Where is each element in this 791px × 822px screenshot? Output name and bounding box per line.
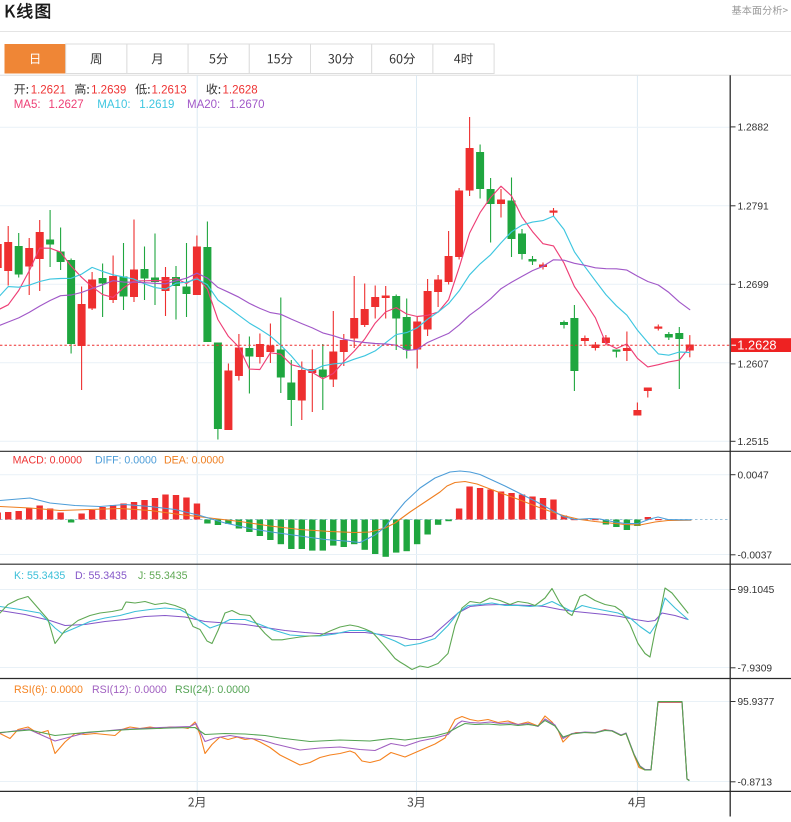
svg-text:MACD: 0.0000: MACD: 0.0000 bbox=[13, 454, 83, 466]
svg-text:1.2670: 1.2670 bbox=[229, 99, 264, 111]
svg-text:1.2882: 1.2882 bbox=[738, 123, 769, 134]
svg-text:RSI(6): 0.0000: RSI(6): 0.0000 bbox=[14, 684, 83, 696]
svg-text:D: 55.3435: D: 55.3435 bbox=[75, 570, 127, 582]
svg-text:K: 55.3435: K: 55.3435 bbox=[14, 570, 65, 582]
svg-text:-0.0037: -0.0037 bbox=[738, 550, 773, 561]
svg-text:1.2515: 1.2515 bbox=[738, 437, 769, 448]
svg-text:99.1045: 99.1045 bbox=[738, 585, 775, 596]
svg-text:1.2628: 1.2628 bbox=[737, 338, 776, 353]
svg-text:1.2791: 1.2791 bbox=[738, 201, 769, 212]
svg-text:J: 55.3435: J: 55.3435 bbox=[138, 570, 188, 582]
svg-text:MA5:: MA5: bbox=[14, 99, 41, 111]
svg-text:1.2627: 1.2627 bbox=[49, 99, 84, 111]
svg-text:1.2607: 1.2607 bbox=[738, 360, 769, 371]
svg-text:1.2621: 1.2621 bbox=[31, 85, 66, 97]
svg-text:-0.8713: -0.8713 bbox=[738, 777, 773, 788]
svg-text:MA10:: MA10: bbox=[97, 99, 130, 111]
svg-text:95.9377: 95.9377 bbox=[738, 697, 775, 708]
svg-text:1.2639: 1.2639 bbox=[91, 85, 126, 97]
svg-text:1.2628: 1.2628 bbox=[223, 85, 258, 97]
svg-text:RSI(12): 0.0000: RSI(12): 0.0000 bbox=[92, 684, 167, 696]
svg-text:DEA: 0.0000: DEA: 0.0000 bbox=[164, 454, 224, 466]
svg-text:MA20:: MA20: bbox=[187, 99, 220, 111]
svg-text:-7.9309: -7.9309 bbox=[738, 663, 773, 674]
svg-text:1.2619: 1.2619 bbox=[139, 99, 174, 111]
svg-text:1.2613: 1.2613 bbox=[152, 85, 187, 97]
svg-text:0.0047: 0.0047 bbox=[738, 470, 769, 481]
svg-text:DIFF: 0.0000: DIFF: 0.0000 bbox=[95, 454, 157, 466]
svg-text:1.2699: 1.2699 bbox=[738, 280, 769, 291]
svg-text:RSI(24): 0.0000: RSI(24): 0.0000 bbox=[175, 684, 250, 696]
